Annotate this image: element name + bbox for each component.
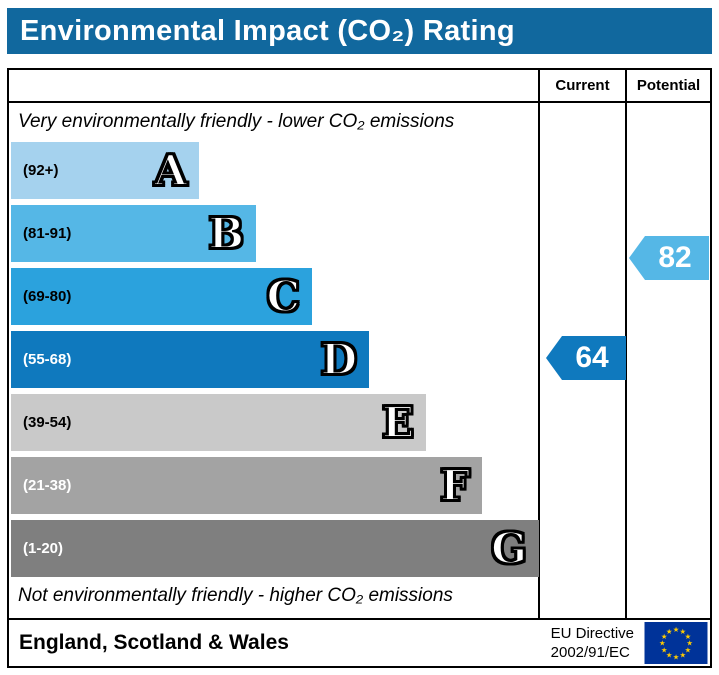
band-e-range-label: (39-54) xyxy=(23,414,72,431)
band-d-letter: D xyxy=(320,334,358,384)
column-header-potential: Potential xyxy=(636,77,701,94)
eu-directive-line2: 2002/91/EC xyxy=(550,644,630,661)
band-g-range-label: (1-20) xyxy=(23,540,64,557)
svg-text:★: ★ xyxy=(686,639,693,648)
band-c-letter: C xyxy=(266,271,301,321)
band-c: (69-80) C xyxy=(11,268,312,325)
footer-bar: England, Scotland & Wales EU Directive 2… xyxy=(7,620,712,668)
svg-text:★: ★ xyxy=(661,645,668,654)
band-a-range-label: (92+) xyxy=(23,162,59,179)
current-rating-value: 64 xyxy=(575,341,609,374)
caption-top: Very environmentally friendly - lower CO… xyxy=(18,111,455,132)
band-g-letter: G xyxy=(490,523,528,573)
current-column-divider xyxy=(538,70,540,618)
eu-flag-stars: ★ ★ ★ ★ ★ ★ ★ ★ ★ ★ ★ ★ xyxy=(659,625,693,661)
chart-title: Environmental Impact (CO₂) Rating xyxy=(20,14,515,47)
svg-text:★: ★ xyxy=(673,625,680,634)
svg-text:★: ★ xyxy=(680,627,687,636)
eu-directive-text: EU Directive 2002/91/EC xyxy=(551,624,634,663)
band-d: (55-68) D xyxy=(11,331,369,388)
band-f: (21-38) F xyxy=(11,457,482,514)
svg-text:★: ★ xyxy=(680,650,687,659)
band-f-letter: F xyxy=(439,460,471,510)
band-e: (39-54) E xyxy=(11,394,426,451)
chart-title-bar: Environmental Impact (CO₂) Rating xyxy=(7,8,712,54)
caption-bottom: Not environmentally friendly - higher CO… xyxy=(18,585,453,606)
potential-rating-value: 82 xyxy=(658,241,692,274)
svg-text:★: ★ xyxy=(673,652,680,661)
svg-text:★: ★ xyxy=(661,632,668,641)
current-rating-arrow: 64 xyxy=(546,336,626,380)
band-d-range-label: (55-68) xyxy=(23,351,72,368)
potential-rating-arrow: 82 xyxy=(629,236,709,280)
chart-box: Current Potential Very environmentally f… xyxy=(7,68,712,620)
band-g: (1-20) G xyxy=(11,520,539,577)
svg-text:★: ★ xyxy=(685,645,692,654)
column-header-current: Current xyxy=(555,77,610,94)
column-header-row xyxy=(9,70,710,103)
band-a-letter: A xyxy=(153,145,188,195)
band-f-range-label: (21-38) xyxy=(23,477,72,494)
svg-text:★: ★ xyxy=(666,650,673,659)
svg-text:★: ★ xyxy=(659,639,666,648)
band-e-letter: E xyxy=(381,397,415,447)
band-b-range-label: (81-91) xyxy=(23,225,72,242)
footer-region-label: England, Scotland & Wales xyxy=(19,631,289,654)
band-c-range-label: (69-80) xyxy=(23,288,72,305)
svg-text:★: ★ xyxy=(666,627,673,636)
eu-flag-field xyxy=(644,622,708,664)
band-b-letter: B xyxy=(208,208,245,258)
eu-directive-line1: EU Directive xyxy=(550,624,634,642)
eu-flag-icon: ★ ★ ★ ★ ★ ★ ★ ★ ★ ★ ★ ★ xyxy=(644,622,708,664)
svg-text:★: ★ xyxy=(685,632,692,641)
band-a: (92+) A xyxy=(11,142,199,199)
potential-column-divider xyxy=(625,70,627,618)
band-b: (81-91) B xyxy=(11,205,256,262)
